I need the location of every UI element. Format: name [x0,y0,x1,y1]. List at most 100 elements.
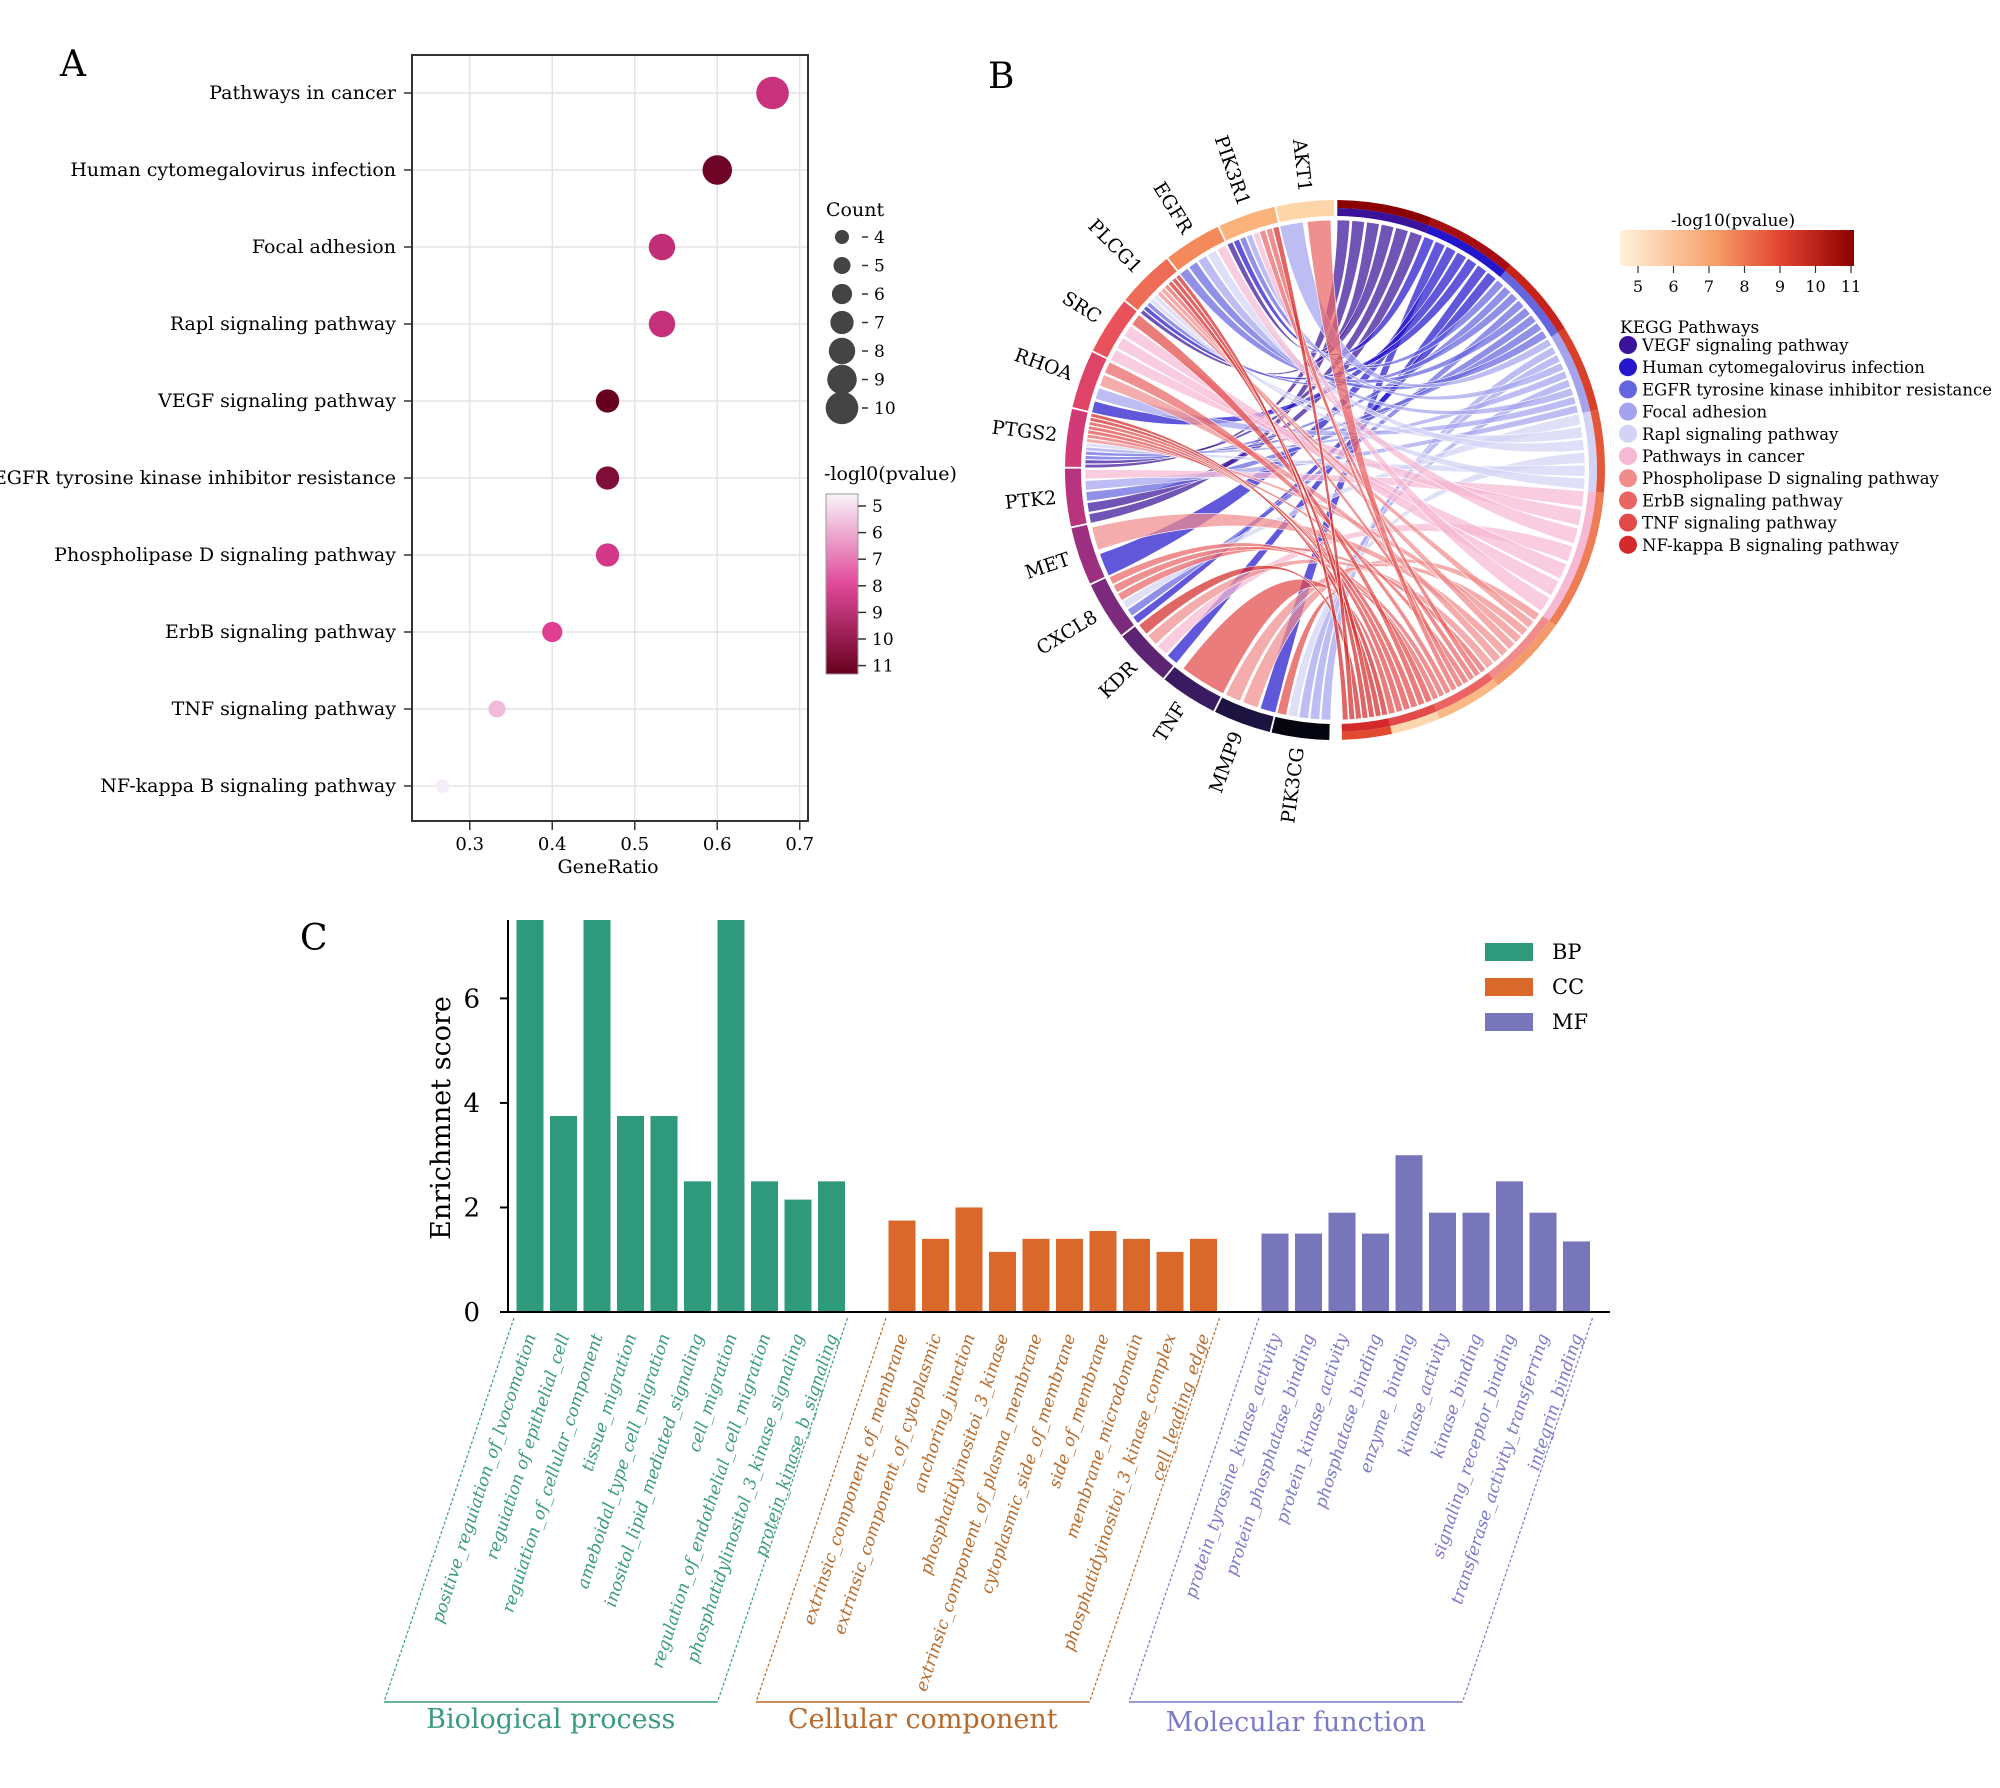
chord-ribbon [1306,219,1458,692]
gene-label: KDR [1095,656,1142,703]
bar [955,1207,983,1312]
bar [1022,1238,1050,1312]
y-tick-label: 2 [463,1193,480,1223]
chord-ribbon [1153,294,1586,490]
pvalue-legend-label: 11 [872,657,894,677]
pathway-sector [1542,491,1597,621]
gene-sector [1092,301,1137,358]
count-legend-label: 10 [874,399,896,419]
panel-label-c: C [300,918,328,959]
count-legend-label: 8 [874,342,885,362]
pathway-pvalue-band [1390,711,1440,734]
legend-swatch [1485,978,1533,996]
colorbar-tick-label: 5 [1633,277,1643,296]
legend-label: Focal adhesion [1642,403,1768,422]
y-tick-label: EGFR tyrosine kinase inhibitor resistanc… [0,467,396,489]
bar [1123,1238,1150,1312]
count-legend-dot [833,256,851,275]
chord-ribbon [1239,236,1505,368]
chord-ribbon [1171,277,1369,719]
plot-frame [411,54,809,822]
pathway-sector [1337,208,1429,233]
bar [818,1181,845,1312]
gene-sector [1122,626,1174,679]
group-bracket [1461,1317,1594,1703]
pathway-pvalue-band [1505,264,1565,333]
gene-sector [1072,352,1107,411]
chord-ribbon [1164,283,1475,682]
pathway-sector [1500,270,1559,337]
group-bracket [1128,1317,1260,1703]
pathway-sector [1433,672,1494,712]
colorbar-tick-label: 10 [1805,277,1825,296]
count-legend-dot [830,310,854,335]
gene-sector [1168,226,1225,271]
count-legend-label: 6 [874,285,885,305]
gene-label: PLCG1 [1083,215,1146,278]
x-axis-label: GeneRatio [557,856,658,878]
data-point [435,779,450,793]
y-tick-label: ErbB signaling pathway [165,621,396,643]
pvalue-legend-label: 10 [872,630,894,650]
pvalue-legend-title: -logl0(pvalue) [824,463,957,485]
legend-label: MF [1552,1010,1588,1034]
gene-label: PTK2 [1004,487,1058,514]
pathway-pvalue-band [1337,200,1432,226]
bar [1056,1238,1083,1312]
x-tick-label: 0.6 [703,834,732,855]
chord-ribbon [1279,221,1553,388]
chord-ribbon [1087,429,1419,709]
y-tick-label: 0 [463,1298,480,1328]
group-bracket [755,1317,887,1703]
panel-label-b: B [988,56,1014,97]
pathway-pvalue-band [1436,678,1498,719]
chord-ribbon [1099,374,1502,663]
panel-label-a: A [59,44,87,85]
data-point [648,233,676,261]
gene-sector [1219,206,1278,241]
bar [650,1116,678,1312]
legend-swatch [1619,402,1637,421]
pvalue-legend-label: 5 [872,497,883,517]
bar [922,1238,949,1312]
count-legend-title: Count [826,199,884,221]
data-point [756,76,789,110]
bar [989,1251,1016,1312]
bar [1529,1212,1557,1312]
y-axis-label: Enrichmnet score [426,996,457,1240]
bar [684,1181,711,1312]
count-legend-dot [828,337,856,365]
gene-sector [1071,524,1105,584]
count-legend-label: 7 [874,314,885,334]
data-point [595,389,620,413]
bar [1362,1233,1389,1312]
legend-swatch [1619,535,1637,554]
legend-swatch [1619,469,1637,488]
pathway-sector [1488,616,1550,679]
legend-label: Rapl signaling pathway [1642,425,1839,444]
pvalue-legend-label: 9 [872,603,883,623]
count-legend-label: 4 [874,228,885,248]
pvalue-legend-label: 7 [872,550,883,570]
gene-sector [1276,200,1335,223]
panel-a-dot-plot: Pathways in cancer Human cytomegalovirus … [0,54,957,878]
pathway-sector [1341,718,1391,732]
legend-label: TNF signaling pathway [1642,514,1838,533]
chord-ribbon [1089,417,1389,716]
y-tick-label: Pathways in cancer [209,82,397,104]
colorbar-tick-label: 8 [1739,277,1749,296]
chord-ribbon [1175,274,1349,721]
gene-sector [1271,716,1330,740]
chord-ribbon [1252,231,1551,612]
count-legend-dot [827,364,857,395]
legend-swatch [1619,336,1637,354]
legend-label: VEGF signaling pathway [1641,336,1849,355]
chord-ribbon [1104,361,1452,695]
bar [1429,1212,1456,1312]
chord-ribbon [1131,314,1426,706]
bar [1089,1230,1117,1312]
gene-label: RHOA [1011,344,1075,385]
group-bracket [1088,1317,1221,1703]
